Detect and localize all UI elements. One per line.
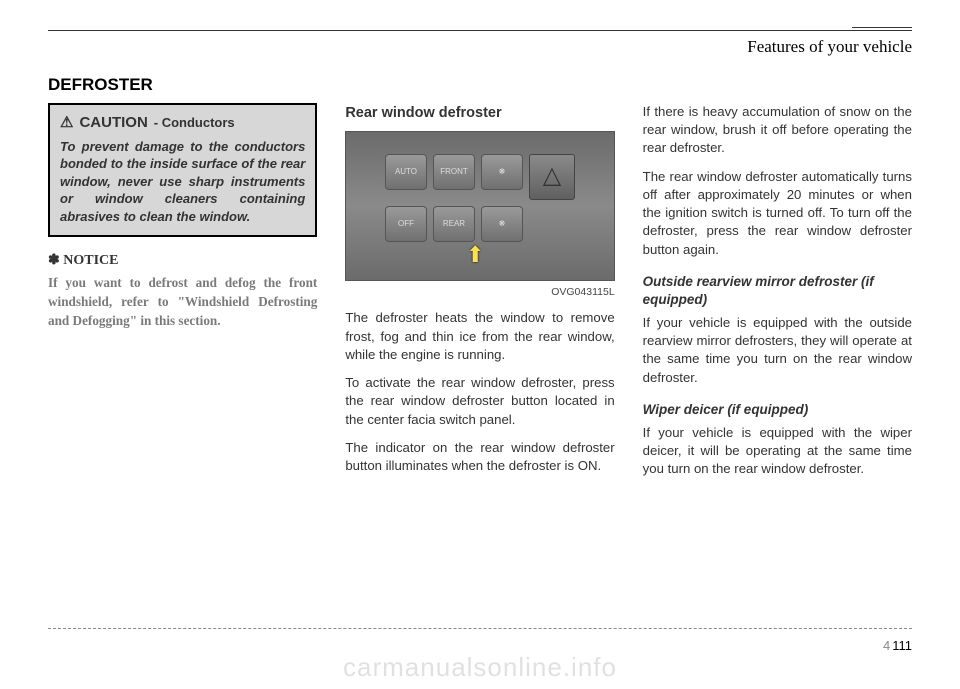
- col2-para-2: To activate the rear window defroster, p…: [345, 374, 614, 429]
- caution-word: CAUTION: [79, 113, 147, 134]
- off-button: OFF: [385, 206, 427, 242]
- auto-button: AUTO: [385, 154, 427, 190]
- section-title: DEFROSTER: [48, 75, 912, 95]
- page-section-number: 4: [883, 638, 890, 653]
- mirror-defroster-heading: Outside rearview mirror defroster (if eq…: [643, 273, 912, 310]
- col3-para-1: If there is heavy accumulation of snow o…: [643, 103, 912, 158]
- page-index-number: 111: [892, 638, 912, 653]
- rear-defroster-heading: Rear window defroster: [345, 103, 614, 123]
- pointer-arrow-icon: ⬆: [466, 240, 484, 270]
- caution-subtitle: - Conductors: [154, 114, 235, 132]
- footer-divider: [48, 628, 912, 629]
- column-1: ⚠ CAUTION - Conductors To prevent damage…: [48, 103, 317, 488]
- warning-icon: ⚠: [60, 113, 73, 134]
- rear-defrost-button: REAR: [433, 206, 475, 242]
- notice-symbol: ✽: [48, 253, 60, 268]
- control-panel-figure: AUTO FRONT ❋ △ OFF REAR ❋ ⬆: [345, 131, 614, 281]
- notice-word: NOTICE: [63, 253, 118, 268]
- fan-button: ❋: [481, 154, 523, 190]
- fan-button-2: ❋: [481, 206, 523, 242]
- page-number: 4111: [883, 638, 912, 653]
- wiper-deicer-body: If your vehicle is equipped with the wip…: [643, 424, 912, 479]
- notice-body: If you want to defrost and defog the fro…: [48, 273, 317, 330]
- col2-para-3: The indicator on the rear window defrost…: [345, 439, 614, 475]
- col2-para-1: The defroster heats the window to remove…: [345, 309, 614, 364]
- watermark: carmanualsonline.info: [0, 652, 960, 683]
- caution-body: To prevent damage to the conductors bond…: [60, 138, 305, 226]
- notice-heading: ✽ NOTICE: [48, 251, 317, 270]
- caution-box: ⚠ CAUTION - Conductors To prevent damage…: [48, 103, 317, 237]
- wiper-deicer-heading: Wiper deicer (if equipped): [643, 401, 912, 420]
- front-defrost-button: FRONT: [433, 154, 475, 190]
- col3-para-2: The rear window defroster automatically …: [643, 168, 912, 259]
- column-3: If there is heavy accumulation of snow o…: [643, 103, 912, 488]
- mirror-defroster-body: If your vehicle is equipped with the out…: [643, 314, 912, 387]
- chapter-title: Features of your vehicle: [48, 37, 912, 57]
- figure-code: OVG043115L: [345, 285, 614, 299]
- column-2: Rear window defroster AUTO FRONT ❋ △ OFF…: [345, 103, 614, 488]
- hazard-button: △: [529, 154, 575, 200]
